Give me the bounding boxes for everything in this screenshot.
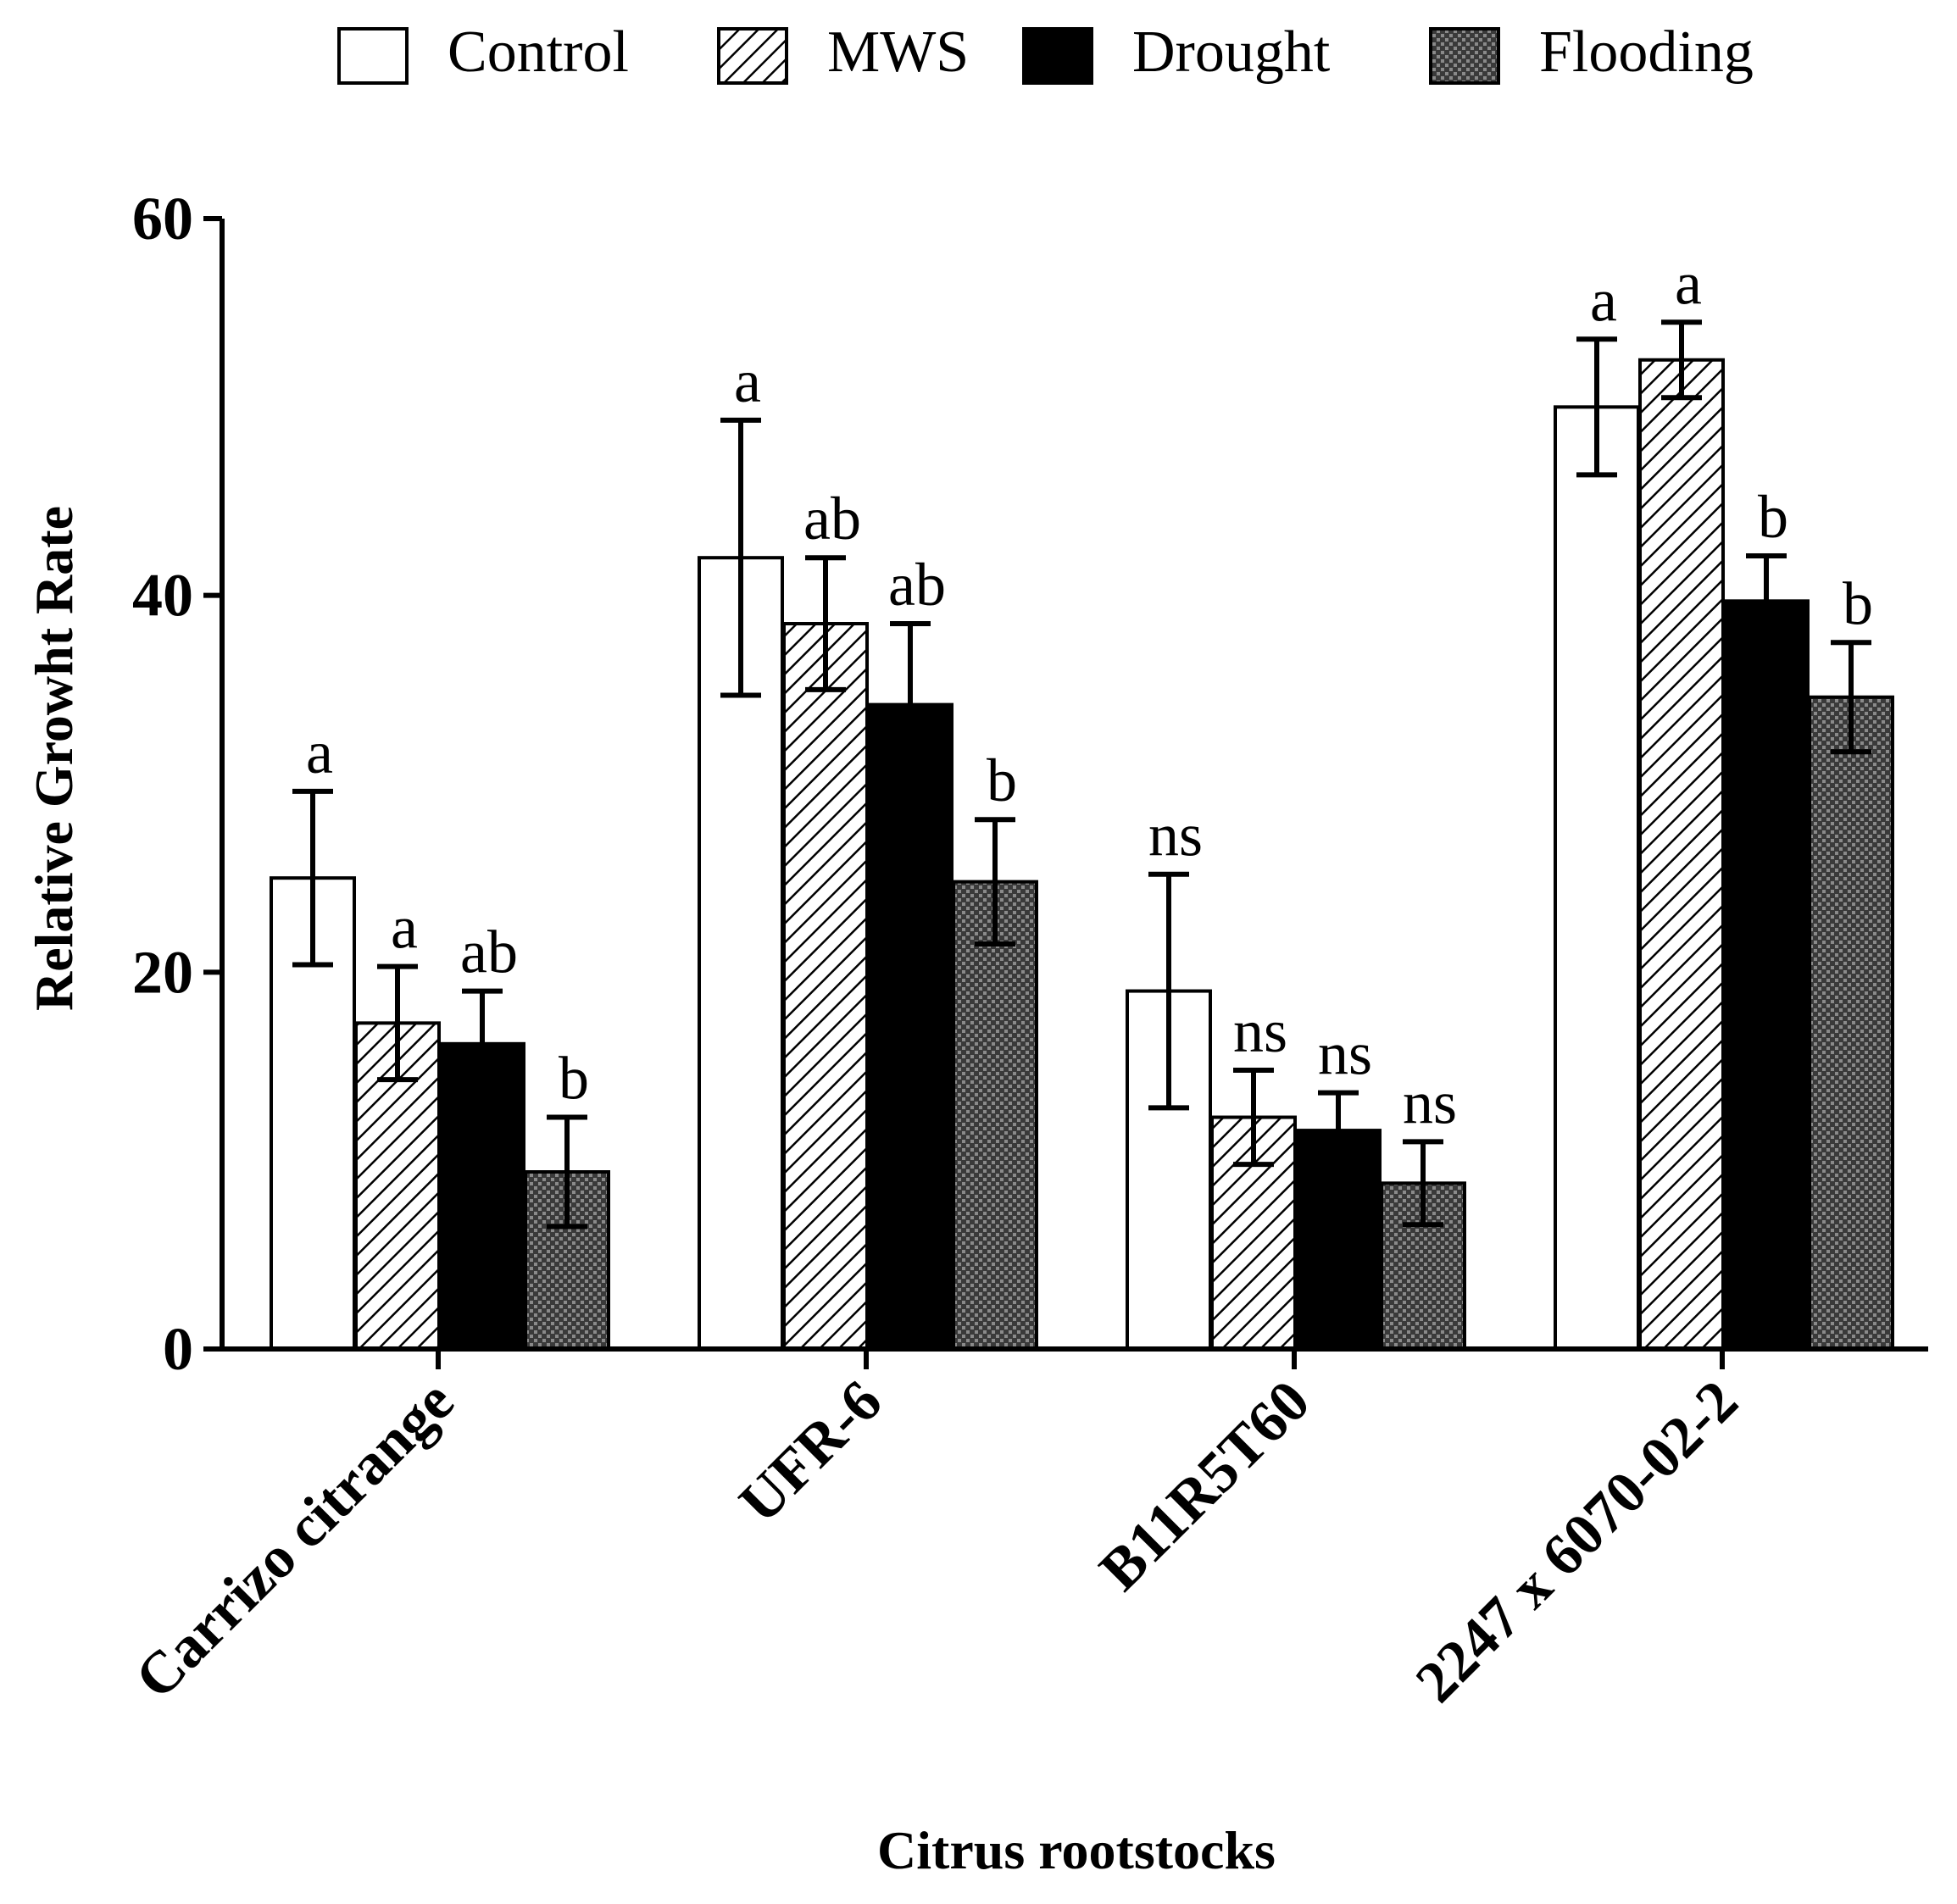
error-bar — [1576, 336, 1617, 478]
error-bar — [1318, 1090, 1359, 1171]
significance-label: b — [987, 747, 1017, 814]
legend-item-control: Control — [337, 19, 629, 85]
error-bar — [1148, 871, 1189, 1111]
bar-flooding-2 — [952, 880, 1038, 1351]
x-tick-label: B11R5T60 — [1087, 1368, 1322, 1603]
y-ticks-group: 0 20 40 60 — [132, 185, 222, 1383]
bar-mws-2 — [782, 622, 869, 1351]
legend-swatch — [1429, 27, 1500, 85]
legend-item-mws: MWS — [717, 19, 969, 85]
significance-label: ab — [803, 485, 861, 552]
error-bar — [377, 963, 418, 1083]
y-tick-label: 40 — [132, 562, 193, 630]
legend: Control MWS Drought Flooding — [337, 19, 1754, 85]
significance-label: a — [1675, 249, 1702, 317]
legend-item-flooding: Flooding — [1429, 19, 1754, 85]
x-axis-title: Citrus rootstocks — [877, 1820, 1276, 1880]
x-tick-label: Carrizo citrange — [123, 1368, 466, 1712]
significance-label: b — [1843, 569, 1873, 637]
error-bar — [1661, 319, 1702, 401]
bar-drought-4 — [1723, 599, 1810, 1351]
y-tick-label: 60 — [132, 185, 193, 253]
significance-label: ns — [1318, 1020, 1372, 1088]
error-bar — [720, 417, 761, 698]
significance-label: b — [559, 1045, 589, 1113]
bar-control-4 — [1554, 405, 1640, 1351]
error-bar — [890, 621, 931, 789]
error-bar — [547, 1114, 587, 1230]
error-bar — [975, 817, 1015, 946]
bar-flooding-1 — [524, 1170, 610, 1352]
significance-label: a — [734, 347, 761, 415]
legend-label: Flooding — [1539, 19, 1754, 85]
y-axis-title: Relative Growht Rate — [24, 506, 84, 1011]
significance-label: b — [1758, 483, 1788, 551]
error-bar — [462, 988, 503, 1100]
bar-flooding-4 — [1808, 695, 1894, 1351]
significance-label: ab — [888, 551, 946, 619]
error-bar — [1403, 1139, 1443, 1228]
significance-label: ab — [460, 919, 518, 986]
error-bars-group — [292, 319, 1871, 1230]
error-bar — [1746, 552, 1787, 649]
legend-label: Control — [448, 19, 629, 85]
error-bar — [1233, 1067, 1274, 1168]
y-tick-label: 20 — [132, 938, 193, 1006]
y-tick-label: 0 — [163, 1315, 193, 1383]
legend-item-drought: Drought — [1022, 19, 1331, 85]
legend-label: MWS — [827, 19, 969, 85]
bar-mws-4 — [1638, 358, 1725, 1351]
x-tick-label: UFR-6 — [727, 1368, 894, 1535]
error-bar — [805, 555, 846, 692]
x-tick-label: 2247 x 6070-02-2 — [1404, 1368, 1750, 1715]
legend-label: Drought — [1132, 19, 1331, 85]
x-ticks-group: Carrizo citrange UFR-6 B11R5T60 2247 x 6070… — [123, 1349, 1750, 1715]
error-bar — [292, 788, 333, 968]
bars-group — [270, 358, 1894, 1352]
error-bar — [1831, 640, 1871, 755]
significance-label: ns — [1403, 1069, 1457, 1136]
significance-label: a — [1590, 266, 1617, 334]
significance-label: ns — [1233, 997, 1287, 1065]
bar-drought-2 — [867, 702, 953, 1351]
significance-label: ns — [1148, 802, 1203, 869]
significance-label: a — [391, 894, 418, 962]
significance-label: a — [306, 719, 333, 786]
legend-swatch — [337, 27, 409, 85]
legend-swatch — [717, 27, 788, 85]
legend-swatch — [1022, 27, 1093, 85]
